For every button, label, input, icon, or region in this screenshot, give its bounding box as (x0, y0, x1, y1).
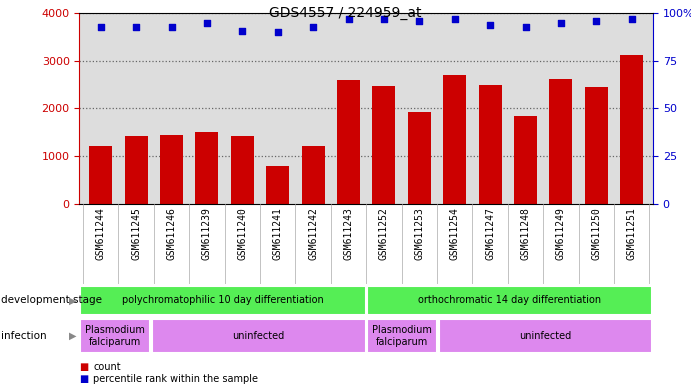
Bar (443, 75, 466, 204)
Point (591, 18, 602, 24)
Bar (514, 116, 537, 204)
Point (131, 24, 142, 30)
Point (379, 16, 390, 22)
Bar (621, 55, 643, 204)
Text: GSM611254: GSM611254 (450, 208, 460, 260)
Bar (231, 136, 254, 204)
Point (307, 24, 319, 30)
Point (237, 28, 248, 34)
Text: count: count (93, 362, 121, 372)
Point (626, 16, 637, 22)
Point (272, 30, 283, 36)
Text: GDS4557 / 224959_at: GDS4557 / 224959_at (269, 6, 422, 20)
Text: uninfected: uninfected (233, 331, 285, 341)
Text: GSM611241: GSM611241 (273, 208, 283, 260)
Text: GSM611242: GSM611242 (308, 208, 318, 260)
Text: GSM611243: GSM611243 (343, 208, 354, 260)
Bar (124, 136, 148, 204)
Bar (80, 286, 366, 315)
Text: polychromatophilic 10 day differentiation: polychromatophilic 10 day differentiatio… (122, 295, 323, 306)
Bar (89, 147, 112, 204)
Bar (585, 87, 608, 204)
Point (556, 20, 567, 26)
Text: GSM611240: GSM611240 (237, 208, 247, 260)
Point (414, 18, 425, 24)
Point (520, 24, 531, 30)
Text: infection: infection (1, 331, 46, 341)
Text: ■: ■ (79, 374, 88, 384)
Text: percentile rank within the sample: percentile rank within the sample (93, 374, 258, 384)
Text: ▶: ▶ (68, 295, 76, 306)
Bar (372, 86, 395, 204)
Text: GSM611239: GSM611239 (202, 208, 212, 260)
Text: orthochromatic 14 day differentiation: orthochromatic 14 day differentiation (418, 295, 601, 306)
Bar (266, 166, 290, 204)
Text: GSM611245: GSM611245 (131, 208, 141, 260)
Bar (80, 319, 151, 353)
Text: ■: ■ (79, 362, 88, 372)
Point (343, 16, 354, 22)
Text: GSM611248: GSM611248 (520, 208, 531, 260)
Bar (479, 85, 502, 204)
Point (95, 24, 106, 30)
Text: GSM611253: GSM611253 (415, 208, 424, 260)
Bar (408, 112, 431, 204)
Point (484, 22, 495, 28)
Text: uninfected: uninfected (520, 331, 571, 341)
Text: development stage: development stage (1, 295, 102, 306)
Text: GSM611251: GSM611251 (627, 208, 636, 260)
Text: GSM611249: GSM611249 (556, 208, 566, 260)
Text: GSM611246: GSM611246 (167, 208, 176, 260)
Text: GSM611247: GSM611247 (485, 208, 495, 260)
Text: GSM611244: GSM611244 (96, 208, 106, 260)
Bar (337, 80, 360, 204)
Bar (549, 79, 572, 204)
Text: GSM611250: GSM611250 (591, 208, 601, 260)
Bar (367, 286, 652, 315)
Point (166, 24, 177, 30)
Bar (367, 319, 437, 353)
Point (449, 16, 460, 22)
Text: GSM611252: GSM611252 (379, 208, 389, 260)
Bar (439, 319, 652, 353)
Bar (152, 319, 366, 353)
Text: Plasmodium
falciparum: Plasmodium falciparum (86, 325, 145, 347)
Bar (196, 132, 218, 204)
Point (201, 20, 212, 26)
Bar (301, 146, 325, 204)
Text: Plasmodium
falciparum: Plasmodium falciparum (372, 325, 432, 347)
Bar (160, 135, 183, 204)
Text: ▶: ▶ (68, 331, 76, 341)
